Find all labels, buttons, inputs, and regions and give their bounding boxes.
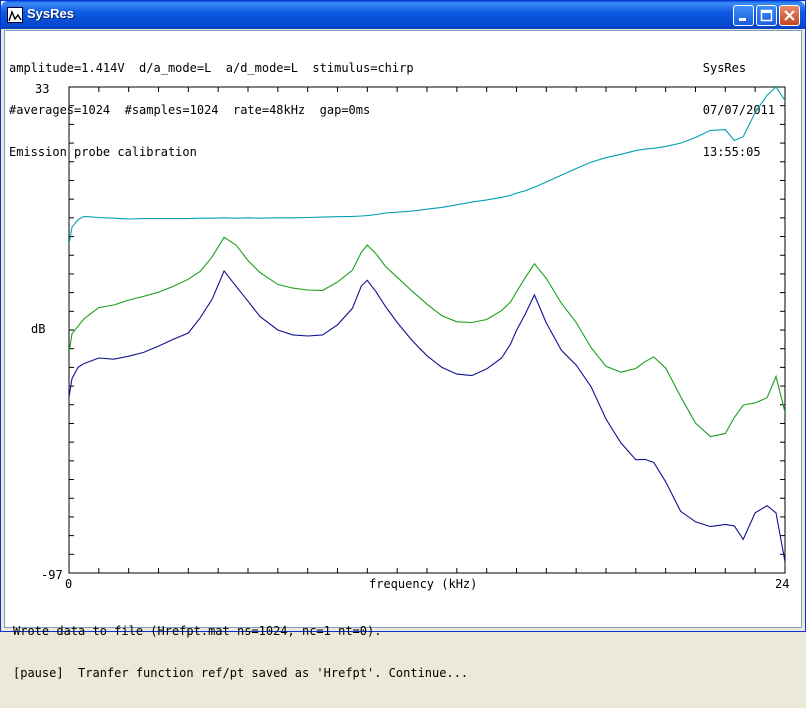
close-icon bbox=[784, 10, 795, 21]
header-app-name: SysRes bbox=[702, 61, 747, 75]
status-line-saved: Wrote data to file (Hrefpt.mat ns=1024, … bbox=[13, 624, 382, 638]
header-line-description: Emission probe calibration bbox=[9, 145, 197, 159]
series-line-3 bbox=[69, 269, 785, 562]
header-date: 07/07/2011 bbox=[702, 103, 775, 117]
x-tick-label-right: 24 bbox=[775, 577, 789, 591]
y-tick-label-top: 33 bbox=[35, 82, 49, 96]
x-tick-label-left: 0 bbox=[65, 577, 72, 591]
status-line-pause: [pause] Tranfer function ref/pt saved as… bbox=[13, 666, 469, 680]
x-axis-label: frequency (kHz) bbox=[369, 577, 477, 591]
frequency-response-plot: 33 -97 dB 0 24 frequency (kHz) bbox=[31, 82, 789, 591]
close-button[interactable] bbox=[779, 5, 800, 26]
header-info: amplitude=1.414V d/a_mode=L a/d_mode=L s… bbox=[9, 33, 414, 187]
app-icon[interactable] bbox=[7, 7, 23, 23]
series-line-1 bbox=[69, 87, 785, 245]
y-tick-label-bottom: -97 bbox=[41, 568, 63, 582]
header-line-sampling: #averages=1024 #samples=1024 rate=48kHz … bbox=[9, 103, 371, 117]
y-axis-label: dB bbox=[31, 322, 45, 336]
minimize-icon bbox=[739, 18, 746, 21]
header-time: 13:55:05 bbox=[702, 145, 761, 159]
plot-border bbox=[68, 86, 786, 574]
plot-area: amplitude=1.414V d/a_mode=L a/d_mode=L s… bbox=[4, 30, 802, 680]
title-bar[interactable]: SysRes bbox=[1, 1, 805, 29]
window-title: SysRes bbox=[27, 6, 74, 21]
header-stamp: SysRes 07/07/2011 13:55:05 bbox=[703, 33, 775, 187]
maximize-icon bbox=[760, 9, 773, 22]
plot-ticks bbox=[69, 87, 785, 573]
header-line-params: amplitude=1.414V d/a_mode=L a/d_mode=L s… bbox=[9, 61, 414, 75]
series-line-2 bbox=[69, 236, 785, 438]
minimize-button[interactable] bbox=[733, 5, 754, 26]
plot-lines bbox=[69, 87, 785, 562]
status-area: Wrote data to file (Hrefpt.mat ns=1024, … bbox=[13, 596, 468, 708]
plot-frame bbox=[68, 86, 786, 574]
app-window: SysRes amplitude=1.414V d/a_mode=L a/d_m… bbox=[0, 0, 806, 680]
maximize-button[interactable] bbox=[756, 5, 777, 26]
